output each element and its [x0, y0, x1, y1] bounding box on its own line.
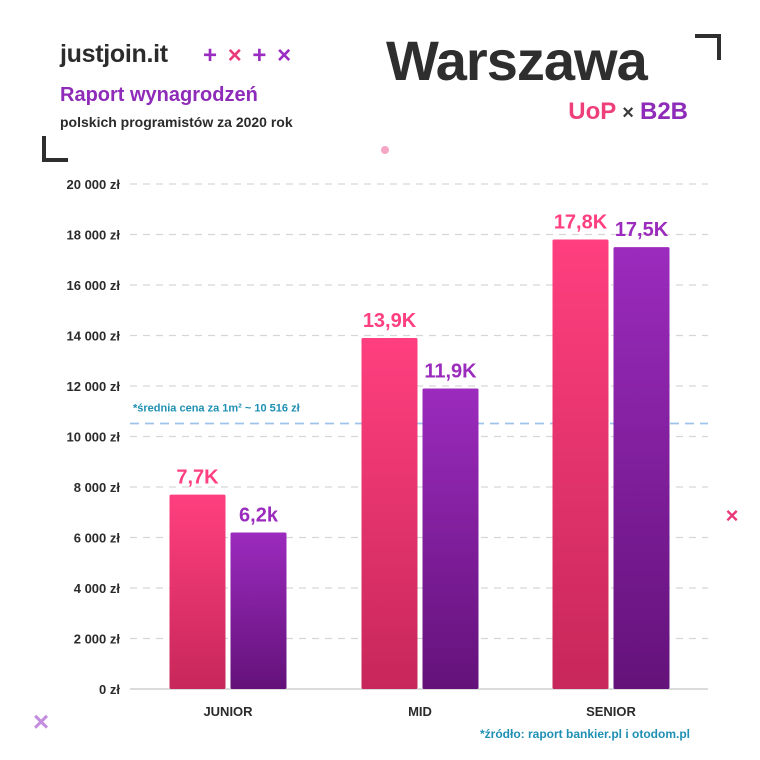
gridlines [130, 183, 708, 690]
y-tick-label: 16 000 zł [67, 278, 121, 293]
city-title: Warszawa [386, 29, 648, 92]
bar-value-label: 11,9K [424, 361, 477, 383]
reference-line-group: *średnia cena za 1m² ~ 10 516 zł [130, 402, 708, 425]
y-tick-label: 4 000 zł [74, 581, 121, 596]
bar-value-label: 17,5K [615, 219, 669, 241]
bar-uop-mid [361, 338, 418, 689]
bars [169, 239, 670, 690]
brand-mark-3: + [252, 42, 269, 69]
corner-bracket-top-right [695, 34, 721, 60]
bar-value-label: 13,9K [363, 310, 417, 332]
decorative-dot-icon [381, 146, 389, 154]
y-tick-label: 6 000 zł [74, 531, 121, 546]
source-note: *źródło: raport bankier.pl i otodom.pl [480, 727, 691, 741]
contract-badge: UoP × B2B [568, 98, 688, 126]
y-tick-label: 10 000 zł [67, 430, 121, 445]
badge-uop: UoP [568, 98, 617, 125]
decorative-cross-icon-right: × [726, 503, 739, 528]
bar-value-label: 17,8K [554, 212, 608, 234]
brand-marks: + × + × [203, 42, 293, 70]
report-title: Raport wynagrodzeń [60, 84, 258, 106]
bar-uop-senior [552, 239, 609, 690]
brand-mark-2: × [227, 42, 244, 69]
y-tick-label: 14 000 zł [67, 329, 121, 344]
y-axis-ticks: 0 zł 2 000 zł 4 000 zł 6 000 zł 8 000 zł 10 0… [67, 177, 121, 697]
brand-mark-4: × [277, 42, 294, 69]
x-axis-ticks: JUNIOR MID SENIOR [203, 704, 636, 719]
bar-value-labels: 7,7K 6,2k 13,9K 11,9K 17,8K 17,5K [176, 212, 668, 527]
x-tick-label: MID [408, 704, 432, 719]
bar-value-label: 7,7K [176, 467, 219, 489]
badge-b2b: B2B [639, 98, 688, 125]
badge-separator: × [622, 102, 634, 124]
y-tick-label: 18 000 zł [67, 228, 121, 243]
report-subtitle: polskich programistów za 2020 rok [60, 114, 293, 130]
brand-mark-1: + [203, 42, 220, 69]
reference-line-label: *średnia cena za 1m² ~ 10 516 zł [133, 402, 300, 414]
bar-b2b-junior [230, 532, 287, 689]
corner-bracket-bottom-left [42, 136, 68, 162]
y-tick-label: 8 000 zł [74, 480, 121, 495]
y-tick-label: 0 zł [99, 682, 120, 697]
y-tick-label: 20 000 zł [67, 177, 121, 192]
bar-uop-junior [169, 494, 226, 689]
brand-logo: justjoin.it [60, 40, 168, 68]
y-tick-label: 2 000 zł [74, 632, 121, 647]
x-tick-label: JUNIOR [203, 704, 253, 719]
x-tick-label: SENIOR [586, 704, 636, 719]
bar-b2b-mid [422, 388, 479, 689]
decorative-cross-icon-bottom-left: × [33, 706, 49, 737]
decorations: ×× [33, 146, 739, 737]
bar-b2b-senior [613, 247, 670, 689]
y-tick-label: 12 000 zł [67, 379, 121, 394]
bar-value-label: 6,2k [239, 504, 279, 526]
